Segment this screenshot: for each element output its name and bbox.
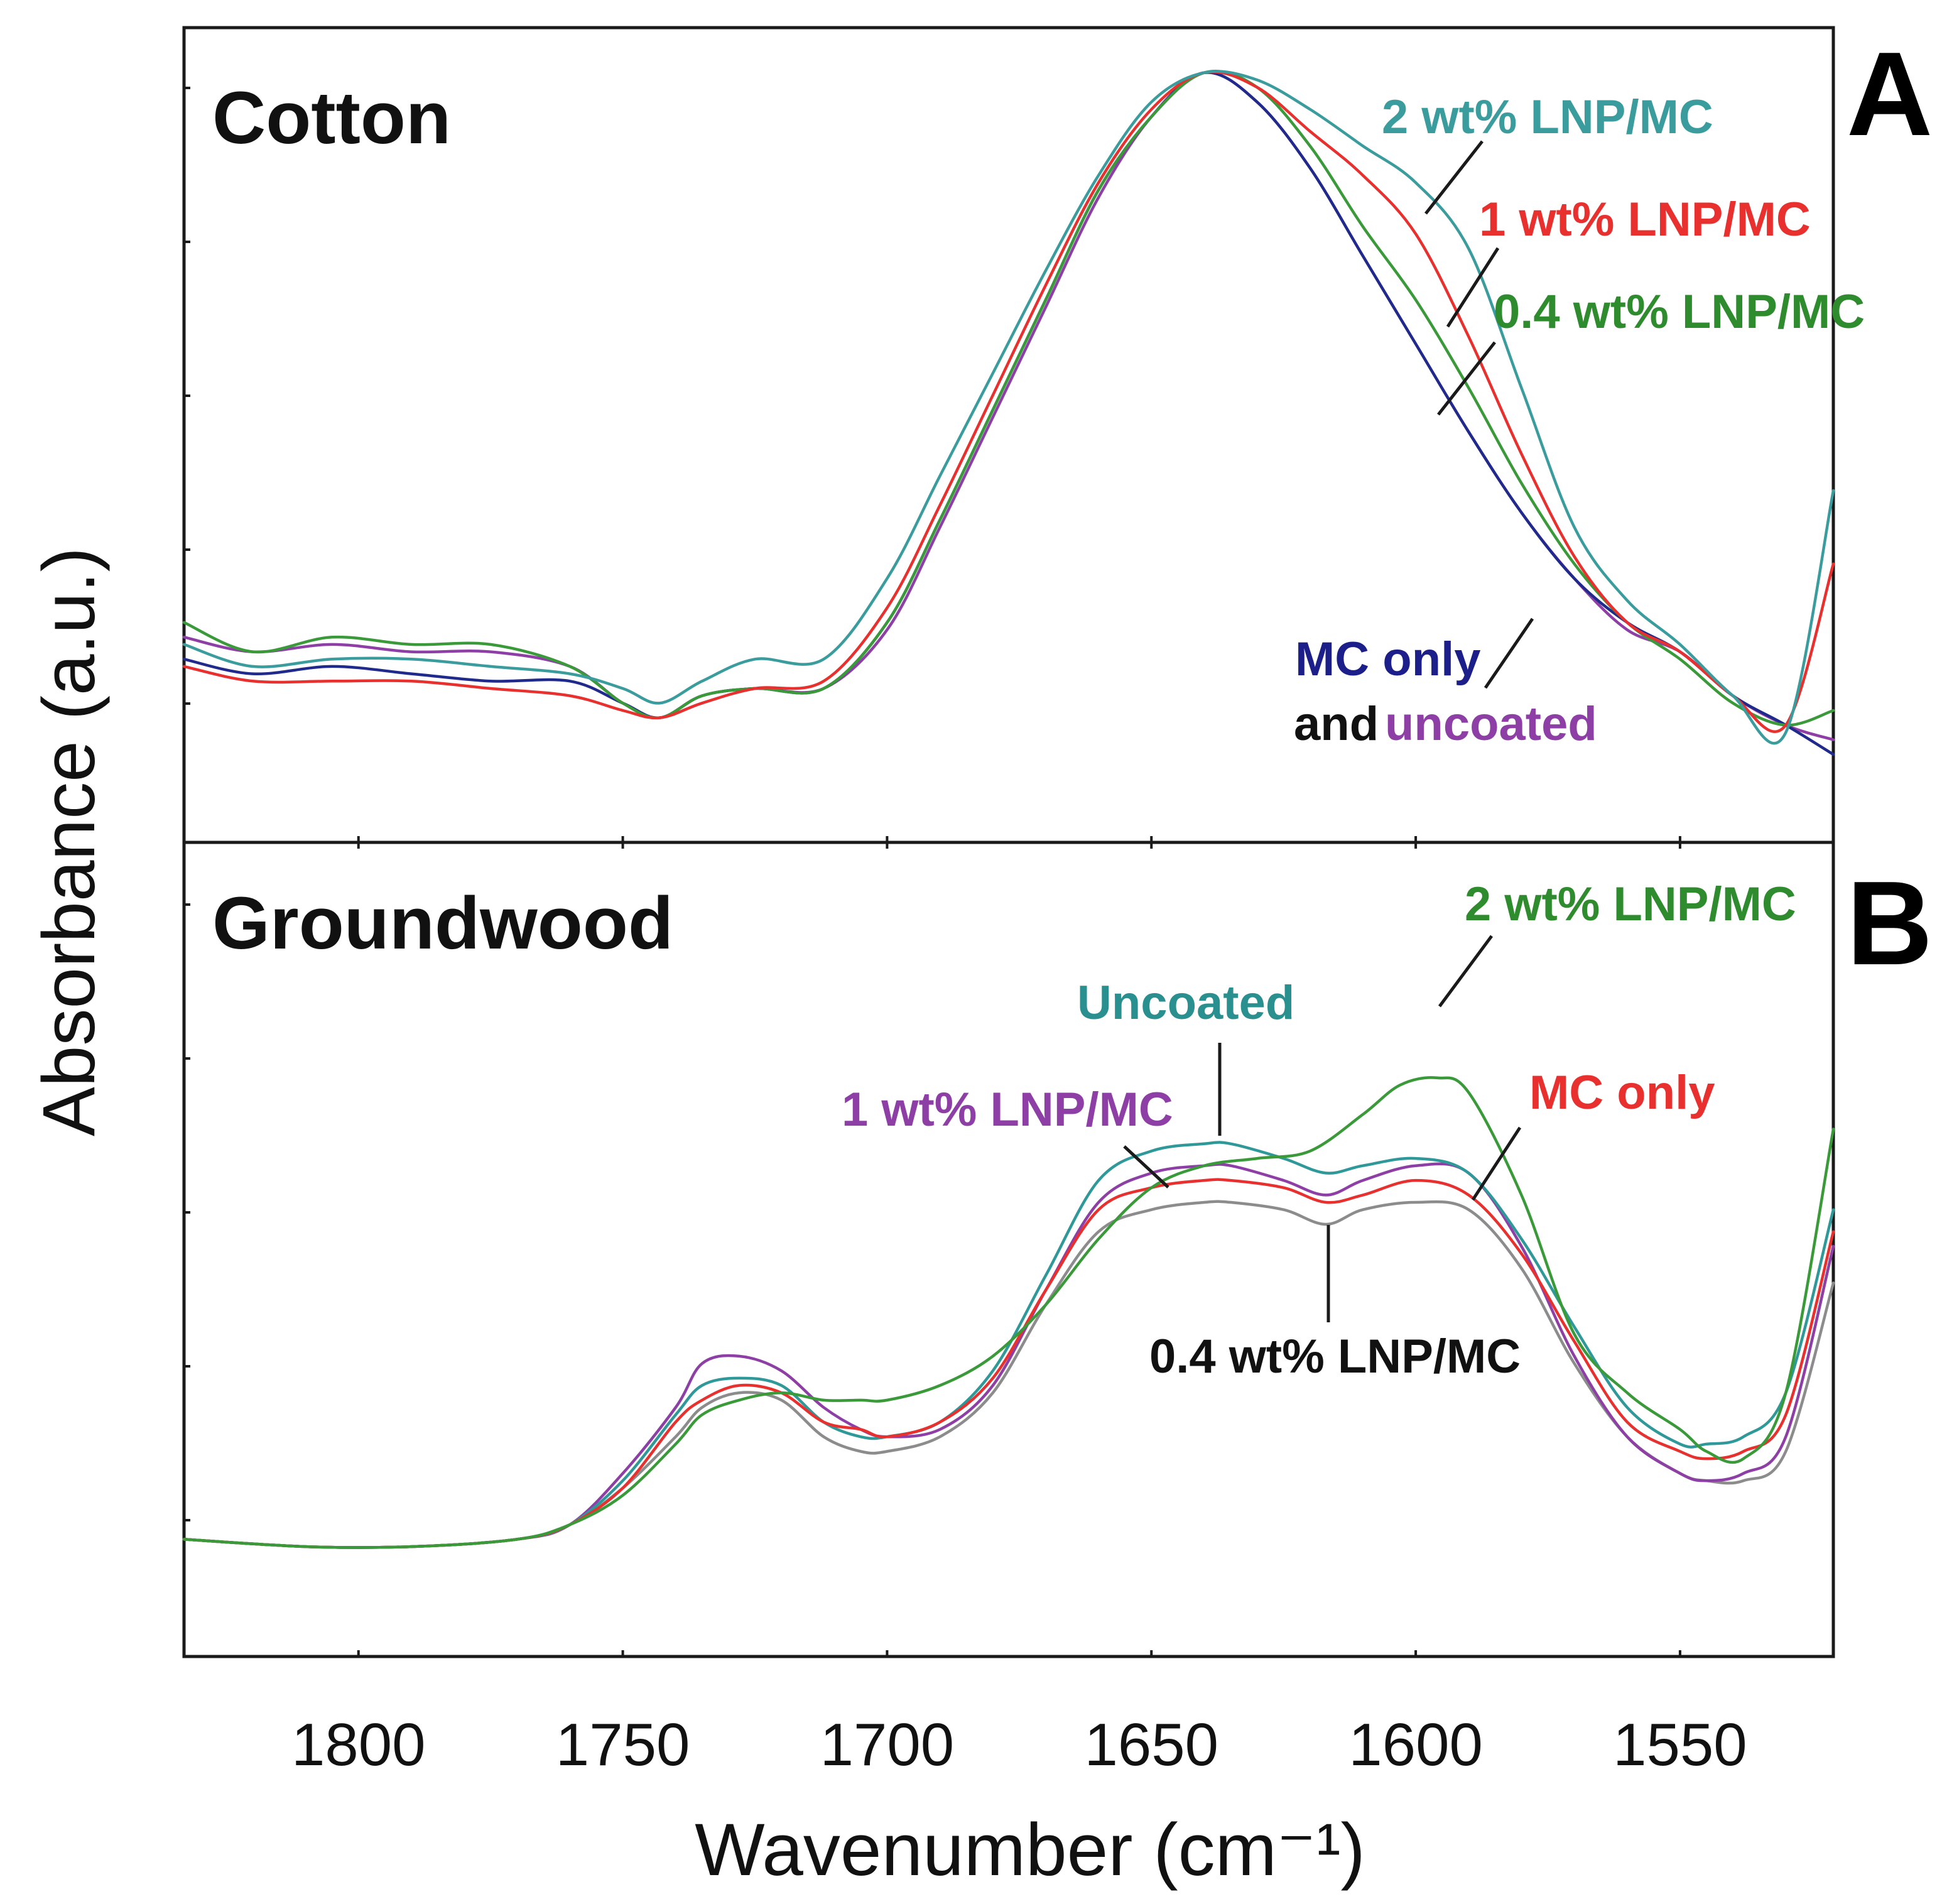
x-tick-label-1650: 1650: [1084, 1711, 1218, 1778]
leader-a-w04: [1437, 341, 1496, 416]
panel-a-letter: A: [1847, 28, 1933, 161]
x-tick-label-1800: 1800: [291, 1711, 426, 1778]
x-tick-label-1750: 1750: [556, 1711, 690, 1778]
panel-b-series-line-mc_only: [182, 1178, 1835, 1549]
label-b-w2: 2 wt% LNP/MC: [1465, 878, 1796, 931]
panel-a-title: Cotton: [212, 77, 451, 160]
x-tick-label-1550: 1550: [1613, 1711, 1747, 1778]
label-b-w04: 0.4 wt% LNP/MC: [1149, 1330, 1521, 1383]
panel-a-series-line-w04: [182, 70, 1835, 727]
panel-b-title: Groundwood: [212, 882, 673, 965]
panel-b-letter: B: [1847, 857, 1933, 990]
panel-b-series-line-uncoated: [182, 1141, 1835, 1549]
leader-b-w2: [1438, 935, 1494, 1008]
leader-a-w2: [1424, 140, 1484, 215]
x-ticks: [357, 836, 1681, 1656]
label-b-w1: 1 wt% LNP/MC: [842, 1083, 1173, 1136]
x-axis-title: Wavenumber (cm⁻¹): [695, 1809, 1365, 1891]
panel-b-series-line-w1: [182, 1162, 1835, 1549]
label-a-w1: 1 wt% LNP/MC: [1479, 193, 1811, 246]
x-tick-label-1600: 1600: [1348, 1711, 1483, 1778]
label-a-w04: 0.4 wt% LNP/MC: [1494, 285, 1865, 339]
label-a-and: and: [1294, 697, 1379, 751]
leader-b-mc: [1471, 1126, 1522, 1201]
panel-b-series-line-w2: [182, 1076, 1835, 1549]
leader-a-w1: [1446, 247, 1500, 328]
panel-a-series-line-uncoated: [182, 71, 1835, 741]
label-b-mc: MC only: [1529, 1066, 1715, 1119]
panel-a-series: [182, 70, 1835, 756]
label-b-uncoated: Uncoated: [1077, 976, 1294, 1030]
panel-b-series: [182, 1076, 1835, 1549]
label-a-uncoated: uncoated: [1385, 697, 1597, 751]
label-a-mc: MC only: [1295, 633, 1481, 686]
y-ticks: [184, 87, 190, 1521]
panel-a-series-line-w2: [182, 70, 1835, 745]
x-tick-labels: 1800 1750 1700 1650 1600 1550: [291, 1711, 1747, 1778]
y-axis-title: Absorbance (a.u.): [28, 547, 111, 1136]
x-tick-label-1700: 1700: [820, 1711, 955, 1778]
label-a-w2: 2 wt% LNP/MC: [1382, 90, 1713, 144]
leader-b-w1: [1123, 1145, 1169, 1189]
panel-a-series-line-w1: [182, 70, 1835, 733]
leader-a-mc: [1484, 617, 1534, 689]
